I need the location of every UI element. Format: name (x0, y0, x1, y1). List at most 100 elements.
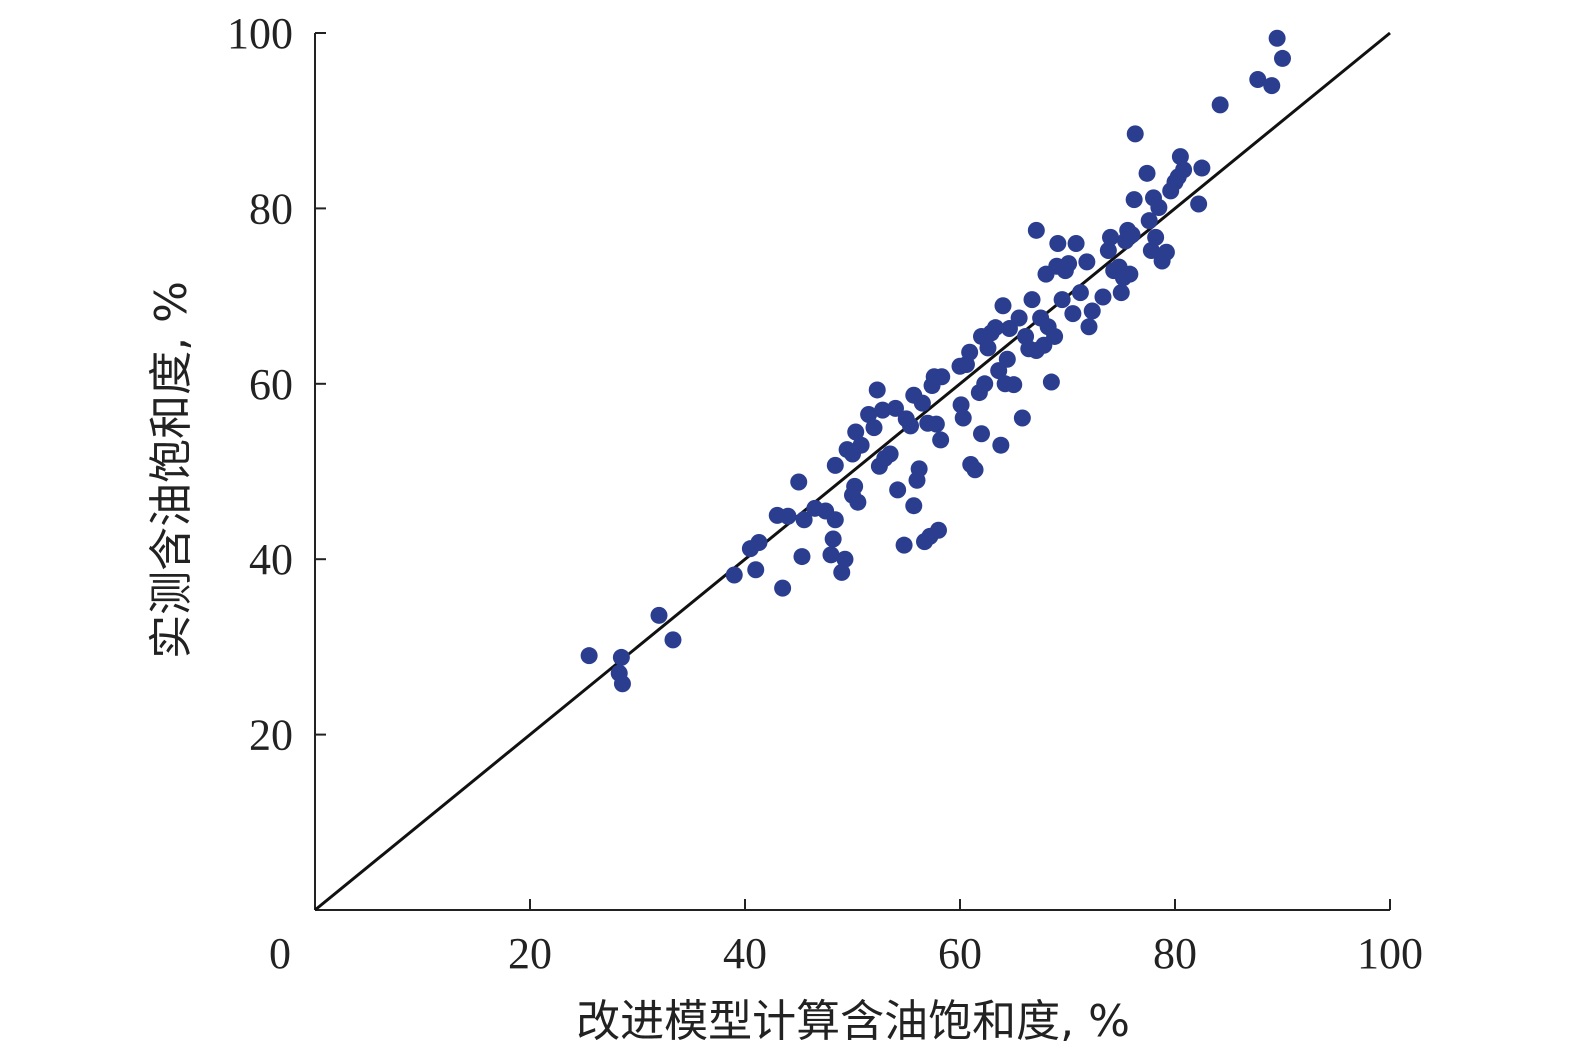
data-point (961, 343, 979, 361)
data-point (1140, 212, 1158, 230)
data-point (826, 511, 844, 529)
data-point (976, 375, 994, 393)
data-point (833, 563, 851, 581)
y-axis-title: 实测含油饱和度, % (146, 281, 197, 659)
data-point (836, 550, 854, 568)
data-point (650, 606, 668, 624)
x-axis-ticks: 0 20 40 60 80 100 (269, 899, 1423, 978)
data-point (1125, 191, 1143, 209)
data-point (865, 419, 883, 437)
data-point (1171, 148, 1189, 166)
data-point (779, 507, 797, 525)
data-point (1005, 376, 1023, 394)
data-point (998, 350, 1016, 368)
data-point (966, 461, 984, 479)
data-point (1268, 29, 1286, 47)
data-point (1274, 49, 1291, 67)
data-point (790, 473, 808, 491)
x-tick-label: 0 (269, 929, 291, 978)
x-axis-title: 改进模型计算含油饱和度, % (576, 996, 1130, 1047)
data-point (992, 436, 1010, 454)
data-point (887, 399, 904, 417)
data-point (1112, 284, 1130, 302)
y-tick-label: 40 (249, 535, 293, 584)
x-tick-label: 80 (1153, 929, 1197, 978)
data-point (1142, 241, 1160, 259)
data-point (1010, 309, 1028, 327)
y-axis-ticks: 20 40 60 80 100 (227, 9, 326, 760)
data-point (979, 339, 997, 357)
data-point (826, 456, 844, 474)
x-tick-label: 60 (938, 929, 982, 978)
data-point (913, 394, 931, 412)
data-point (822, 546, 840, 564)
data-point (902, 417, 920, 435)
data-point (932, 431, 950, 449)
data-point (860, 405, 878, 423)
data-point (1249, 70, 1267, 88)
data-point (881, 445, 899, 463)
axes (314, 33, 1390, 911)
data-point (910, 460, 928, 478)
data-point (986, 319, 1004, 337)
data-point (889, 481, 907, 499)
data-point (1023, 291, 1041, 309)
data-point (1211, 96, 1229, 114)
data-point (933, 368, 951, 386)
data-point (1263, 77, 1281, 95)
data-point (664, 631, 682, 649)
data-point (868, 381, 886, 399)
data-point (1102, 228, 1119, 246)
data-point (1190, 195, 1208, 213)
data-point (1078, 253, 1096, 271)
data-point (580, 647, 598, 665)
data-point (1042, 373, 1060, 391)
y-tick-label: 20 (249, 711, 293, 760)
data-point (1027, 221, 1045, 239)
data-point (1053, 291, 1071, 309)
data-point (1126, 125, 1144, 143)
data-point (1060, 255, 1078, 273)
data-points (580, 29, 1291, 693)
data-point (1123, 226, 1141, 244)
x-tick-label: 40 (723, 929, 767, 978)
data-point (973, 425, 990, 443)
y-tick-label: 80 (249, 184, 293, 233)
y-tick-label: 100 (227, 9, 293, 58)
data-point (1121, 265, 1139, 283)
data-point (793, 548, 811, 566)
reference-line-y-equals-x (314, 31, 1391, 912)
data-point (1083, 302, 1101, 320)
x-tick-label: 20 (508, 929, 552, 978)
data-point (1080, 318, 1098, 336)
data-point (847, 423, 865, 441)
data-point (824, 530, 842, 548)
data-point (795, 511, 813, 529)
x-tick-label: 100 (1357, 929, 1423, 978)
data-point (747, 561, 765, 579)
data-point (1064, 305, 1082, 323)
data-point (1071, 284, 1089, 302)
data-point (1094, 288, 1112, 306)
data-point (725, 566, 743, 584)
data-point (1175, 161, 1193, 179)
data-point (1099, 241, 1117, 259)
data-point (613, 675, 631, 693)
data-point (774, 579, 792, 597)
data-point (1193, 159, 1211, 177)
data-point (927, 415, 945, 433)
data-point (1157, 243, 1175, 261)
data-point (1013, 409, 1031, 427)
y-tick-label: 60 (249, 360, 293, 409)
data-point (905, 497, 923, 515)
data-point (846, 477, 864, 495)
data-point (952, 396, 970, 414)
data-point (852, 436, 870, 454)
data-point (895, 536, 913, 554)
data-point (1067, 234, 1085, 252)
data-point (849, 493, 867, 511)
data-point (954, 409, 972, 427)
data-point (930, 521, 947, 539)
data-point (612, 648, 630, 666)
